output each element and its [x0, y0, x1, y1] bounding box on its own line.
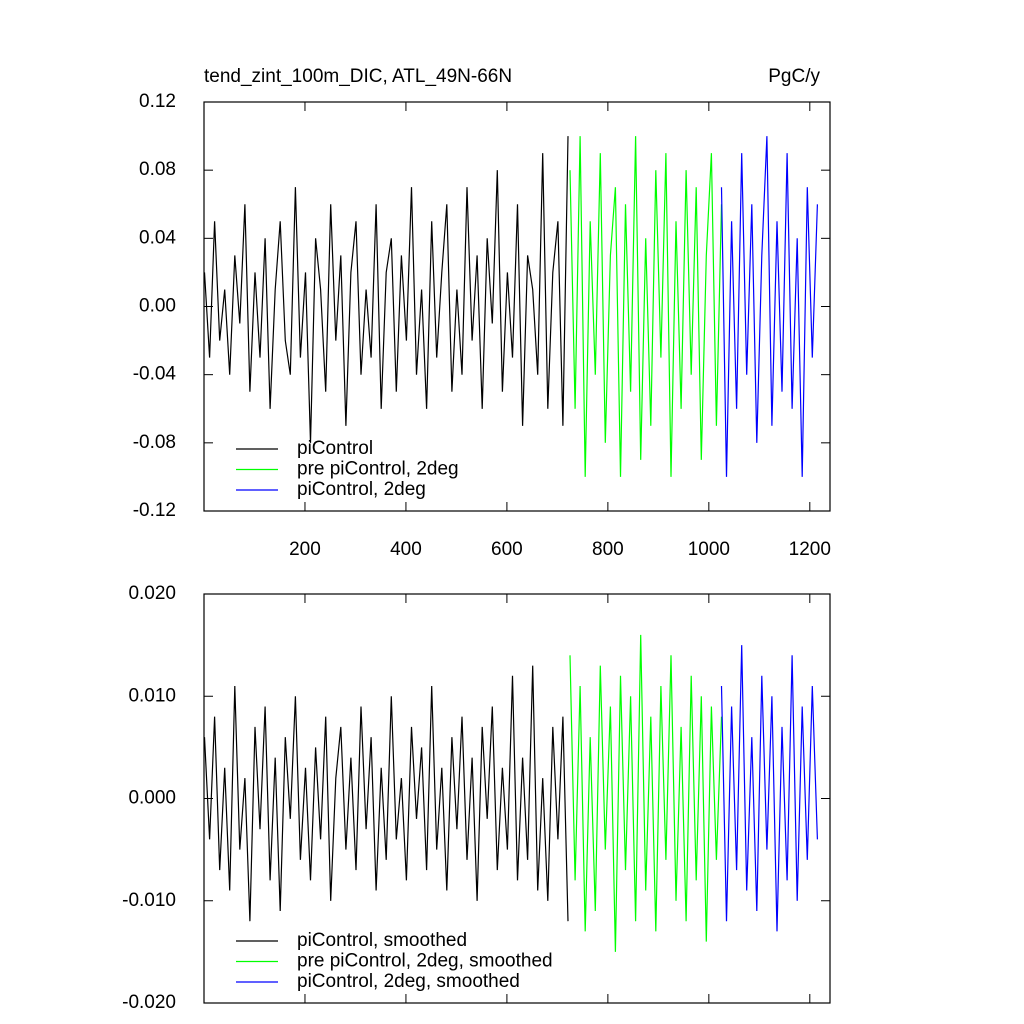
legend-label: piControl: [297, 438, 373, 459]
legend-label: piControl, 2deg: [297, 479, 426, 500]
x-tick-label: 1200: [789, 539, 831, 560]
series-line: [720, 136, 818, 477]
x-tick-label: 1000: [688, 539, 730, 560]
y-tick-label: 0.020: [128, 583, 176, 604]
x-tick-label: 600: [491, 539, 523, 560]
y-tick-label: -0.08: [133, 432, 176, 453]
x-tick-label: 400: [390, 539, 422, 560]
y-tick-label: -0.010: [122, 890, 176, 911]
y-tick-label: 0.04: [139, 227, 176, 248]
series-line: [203, 136, 569, 443]
y-tick-label: 0.010: [128, 685, 176, 706]
y-tick-label: -0.020: [122, 992, 176, 1013]
legend-label: pre piControl, 2deg, smoothed: [297, 951, 553, 972]
y-tick-label: 0.12: [139, 91, 176, 112]
x-tick-label: 200: [289, 539, 321, 560]
y-tick-label: 0.00: [139, 296, 176, 317]
series-line: [569, 634, 723, 952]
unit-label: PgC/y: [768, 66, 820, 87]
y-tick-label: -0.04: [133, 364, 177, 385]
y-tick-label: 0.08: [139, 159, 176, 180]
legend-label: piControl, smoothed: [297, 930, 467, 951]
chart-title: tend_zint_100m_DIC, ATL_49N-66N: [204, 66, 512, 87]
series-line: [720, 645, 818, 932]
legend-label: piControl, 2deg, smoothed: [297, 971, 520, 992]
legend-label: pre piControl, 2deg: [297, 459, 459, 480]
y-tick-label: 0.000: [128, 788, 176, 809]
series-line: [569, 136, 723, 477]
y-tick-label: -0.12: [133, 500, 176, 521]
series-line: [203, 665, 569, 922]
x-tick-label: 800: [592, 539, 624, 560]
